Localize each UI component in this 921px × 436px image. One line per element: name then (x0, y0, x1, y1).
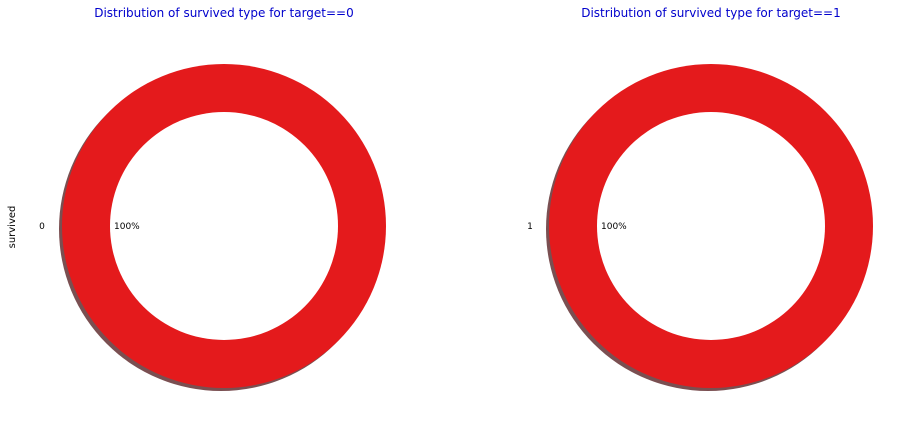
chart-left-percent-label: 100% (114, 222, 140, 232)
chart-right-title: Distribution of survived type for target… (581, 6, 841, 20)
chart-left-ylabel: survived (7, 206, 18, 249)
donut-right (546, 64, 873, 391)
chart-left: Distribution of survived type for target… (7, 6, 386, 391)
donut-left (59, 64, 386, 391)
chart-left-title: Distribution of survived type for target… (94, 6, 354, 20)
chart-left-slice-label: 0 (39, 222, 45, 232)
chart-right-percent-label: 100% (601, 222, 627, 232)
donut-hole (110, 112, 338, 340)
chart-right-slice-label: 1 (527, 222, 533, 232)
chart-right: Distribution of survived type for target… (527, 6, 873, 391)
donut-hole (597, 112, 825, 340)
